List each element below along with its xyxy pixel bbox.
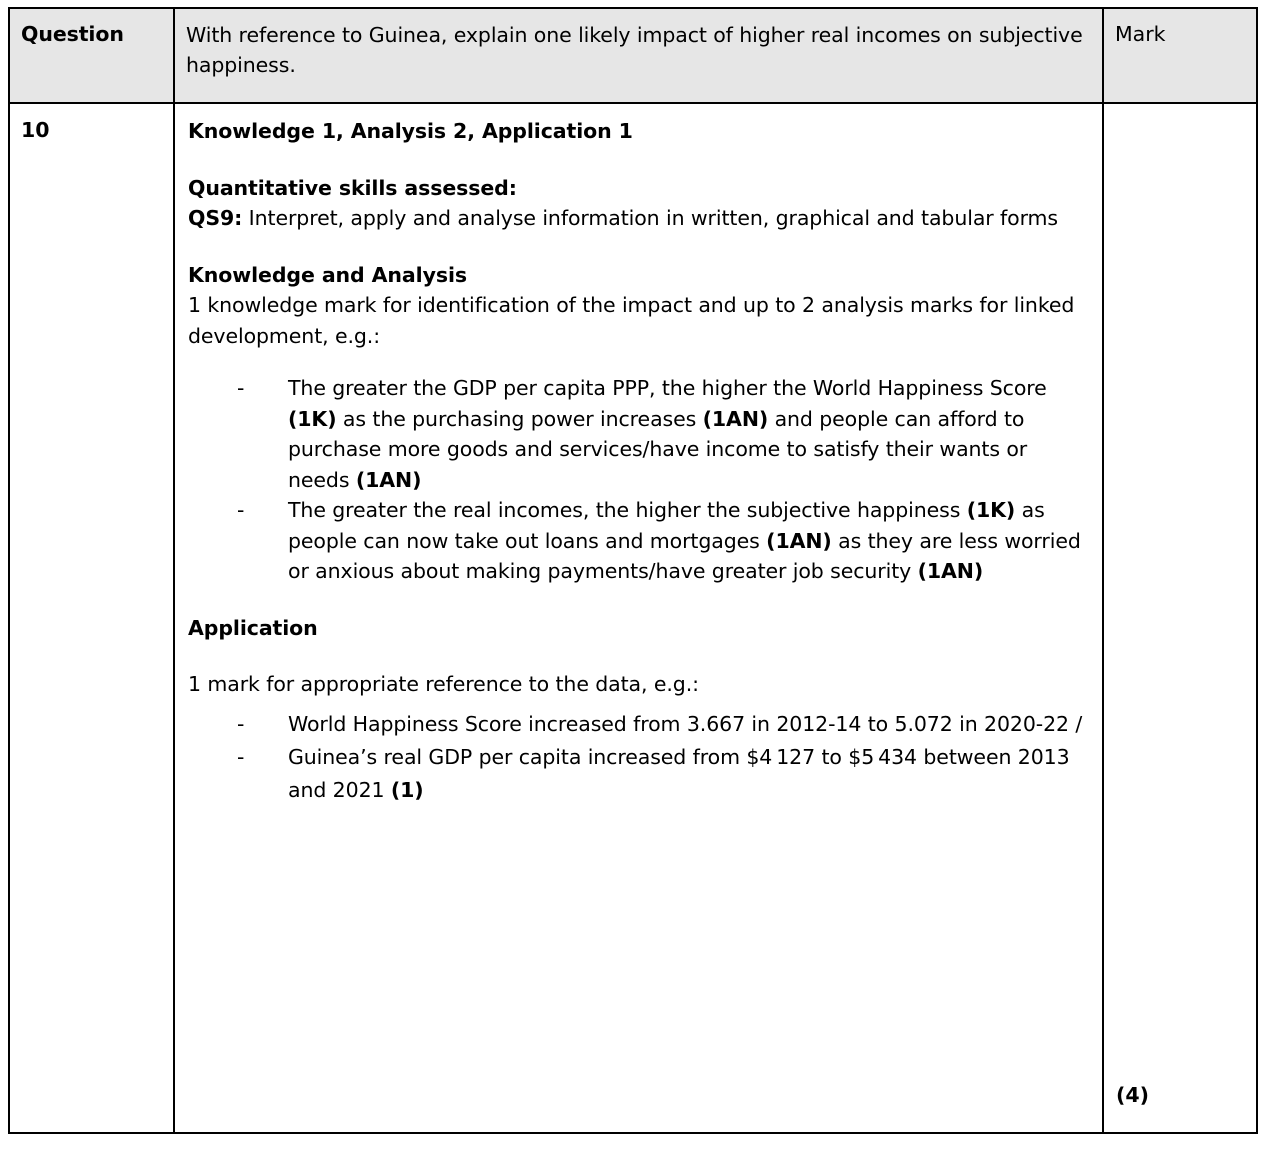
knowledge-point-1-s2: as people can now take out loans and mor… — [288, 498, 1045, 553]
header-mark-cell: Mark — [1102, 7, 1258, 104]
knowledge-points-list: - The greater the GDP per capita PPP, the… — [188, 373, 1088, 587]
list-item: - Guinea’s real GDP per capita increased … — [237, 741, 1088, 807]
knowledge-point-1-b3: (1AN) — [917, 559, 984, 584]
spacer — [188, 700, 1088, 708]
question-prompt-pre: With reference to Guinea, explain — [186, 23, 534, 47]
knowledge-point-1-s3: as they are less worried or anxious abou… — [288, 528, 1081, 584]
spacer — [188, 351, 1088, 373]
dash-bullet-icon: - — [237, 498, 245, 523]
application-point-1-s1: Guinea’s real GDP per capita increased f… — [288, 745, 1070, 803]
header-question-cell: Question — [8, 7, 175, 104]
application-points-list: - World Happiness Score increased from 3.… — [188, 708, 1088, 808]
application-point-0-s1: World Happiness Score increased from 3.6… — [288, 711, 1083, 736]
qs-code: QS9: — [188, 206, 243, 231]
table-body-row: 10 Knowledge 1, Analysis 2, Application … — [8, 102, 1258, 1134]
list-item: - The greater the real incomes, the highe… — [237, 495, 1088, 587]
question-prompt-emphasis: one — [533, 23, 572, 47]
table-header-row: Question With reference to Guinea, expla… — [8, 7, 1258, 104]
knowledge-point-0-s2: as the purchasing power increases — [336, 406, 703, 431]
list-item: - World Happiness Score increased from 3.… — [237, 708, 1088, 741]
dash-bullet-icon: - — [237, 376, 245, 401]
header-question-text-cell: With reference to Guinea, explain one li… — [173, 7, 1104, 104]
knowledge-point-0-b3: (1AN) — [355, 467, 422, 492]
knowledge-analysis-intro: 1 knowledge mark for identification of t… — [188, 293, 1075, 348]
question-number-cell: 10 — [8, 102, 175, 1134]
answer-cell: Knowledge 1, Analysis 2, Application 1 Q… — [173, 102, 1104, 1134]
application-point-1-b1: (1) — [390, 778, 424, 803]
mark-total: (4) — [1116, 1083, 1150, 1107]
knowledge-point-0-b1: (1K) — [288, 406, 337, 431]
spacer — [188, 234, 1088, 260]
spacer — [188, 147, 1088, 173]
knowledge-analysis-heading: Knowledge and Analysis — [188, 262, 467, 287]
mark-cell: (4) — [1102, 102, 1258, 1134]
dash-bullet-icon: - — [237, 745, 245, 770]
qs-text: Interpret, apply and analyse information… — [242, 206, 1059, 231]
question-number: 10 — [21, 118, 50, 142]
application-heading: Application — [188, 615, 318, 640]
question-prompt-post: likely impact of higher real incomes on … — [186, 23, 1083, 78]
knowledge-point-0-b2: (1AN) — [702, 406, 769, 431]
knowledge-point-1-s1: The greater the real incomes, the higher… — [288, 498, 967, 523]
knowledge-point-1-b2: (1AN) — [766, 528, 832, 553]
knowledge-point-0-s3: and people can afford to purchase more g… — [288, 406, 1028, 492]
dash-bullet-icon: - — [237, 711, 245, 736]
answer-content: Knowledge 1, Analysis 2, Application 1 Q… — [175, 104, 1102, 818]
header-mark-label: Mark — [1115, 22, 1166, 46]
knowledge-point-0-s1: The greater the GDP per capita PPP, the … — [288, 376, 1047, 401]
mark-scheme-table: Question With reference to Guinea, expla… — [8, 7, 1258, 1134]
quantitative-skills-detail: QS9: Interpret, apply and analyse inform… — [188, 203, 1088, 234]
spacer — [188, 643, 1088, 669]
header-question-label: Question — [21, 22, 124, 46]
knowledge-point-1-b1: (1K) — [966, 498, 1016, 523]
quantitative-skills-heading: Quantitative skills assessed: — [188, 175, 517, 200]
question-prompt: With reference to Guinea, explain one li… — [175, 9, 1102, 88]
application-intro: 1 mark for appropriate reference to the … — [188, 672, 699, 697]
spacer — [188, 587, 1088, 613]
marks-summary: Knowledge 1, Analysis 2, Application 1 — [188, 119, 633, 143]
list-item: - The greater the GDP per capita PPP, the… — [237, 373, 1088, 495]
